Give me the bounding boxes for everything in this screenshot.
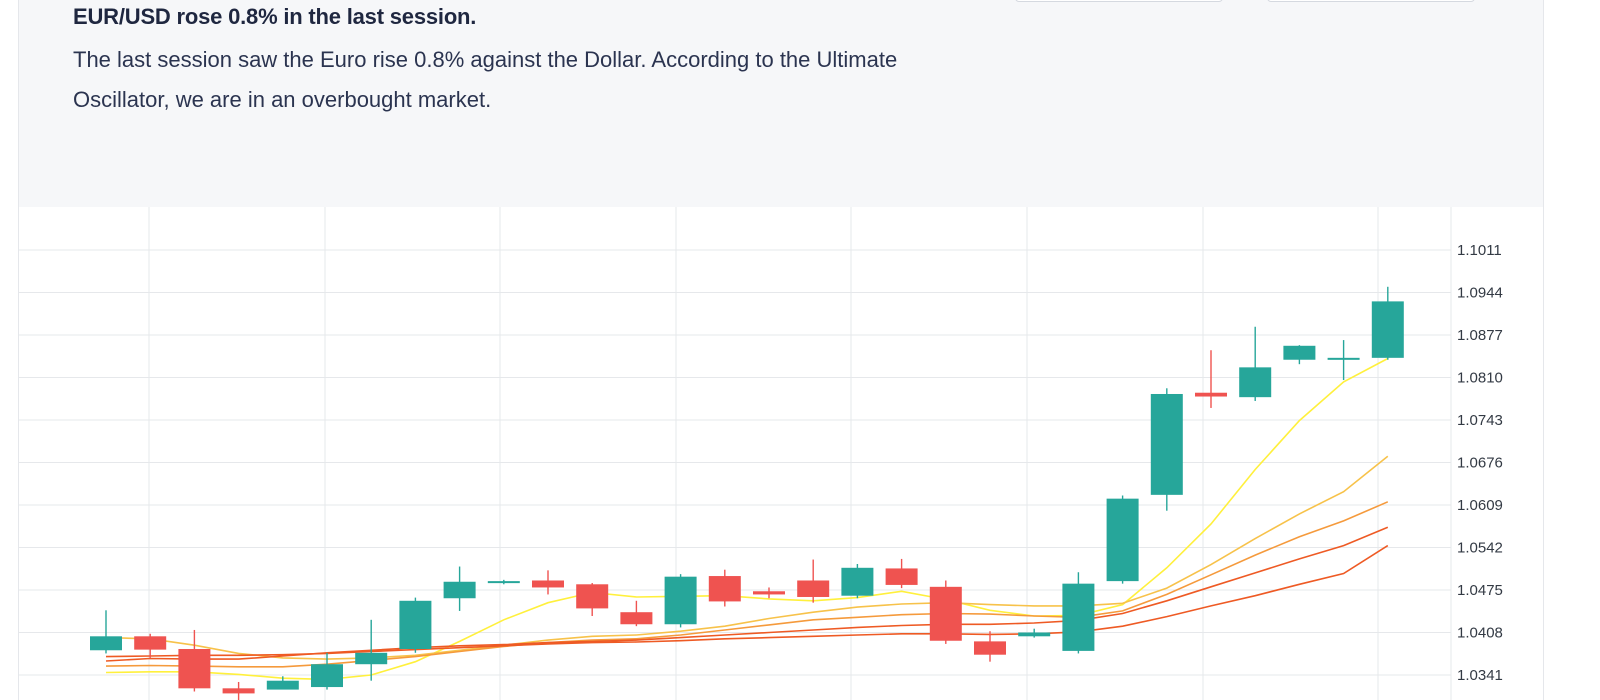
candle-body [1150,393,1183,495]
candle-body [1195,392,1227,397]
candle-body [929,586,962,641]
candle-body [620,612,653,625]
candle [620,600,653,627]
candle-body [1062,583,1095,651]
candle-body [134,636,167,650]
candle-body [1239,367,1272,398]
candle [708,569,741,607]
candle [664,574,697,628]
y-tick-label: 1.0609 [1457,497,1503,514]
candle-body [222,688,255,694]
candle-body [1283,345,1316,360]
y-tick-label: 1.1011 [1457,242,1502,259]
candle [753,587,785,599]
summary-headline: EUR/USD rose 0.8% in the last session. [73,4,477,29]
candle [1283,345,1316,365]
analysis-summary-panel: EUR/USD rose 0.8% in the last session. T… [19,0,1543,207]
candle-body [311,664,343,688]
moving-average-line-5 [105,544,1389,658]
candle-body [1106,498,1139,582]
candle-body [399,600,432,649]
moving-average-lines [105,357,1389,681]
candle [532,570,564,595]
candle [487,579,520,585]
candle [885,558,918,589]
y-tick-label: 1.0944 [1457,285,1503,302]
candle [222,681,255,700]
candle-body [576,584,609,609]
candle [1239,326,1272,401]
candle [1062,572,1095,654]
candle-body [1327,357,1360,360]
y-tick-label: 1.0475 [1457,582,1503,599]
y-tick-label: 1.0408 [1457,625,1503,642]
candle [576,583,609,617]
timeframe-button[interactable] [1015,0,1223,2]
analysis-card: EUR/USD rose 0.8% in the last session. T… [18,0,1544,700]
chart-grid [19,207,1452,700]
candle-body [708,576,741,602]
candle [1150,388,1183,511]
candle-body [1018,632,1051,637]
candle [1018,628,1051,638]
candle [974,631,1006,662]
candle-body [178,648,211,689]
candle [443,566,476,611]
candle [1327,340,1360,381]
y-tick-label: 1.0877 [1457,327,1503,344]
candle [311,652,343,690]
candle-body [1371,301,1404,358]
candle [134,633,167,658]
candle [178,629,211,692]
candle-body [90,636,122,651]
y-tick-label: 1.0676 [1457,455,1503,472]
candle [90,610,122,654]
y-axis: 1.1011 1.0944 1.0877 1.0810 1.0743 1.0676 1.06… [1457,242,1503,684]
candle [797,559,830,603]
candle [399,597,432,653]
moving-average-line-3 [105,501,1389,668]
candle-body [885,568,918,585]
chart-type-button[interactable] [1267,0,1475,2]
candle-body [443,581,476,599]
summary-description: The last session saw the Euro rise 0.8% … [73,47,898,112]
candle-body [266,680,299,690]
candle [929,580,962,644]
candle-body [532,580,564,588]
y-tick-label: 1.0743 [1457,412,1503,429]
candle [1195,350,1227,408]
y-tick-label: 1.0542 [1457,540,1503,557]
candle [1106,495,1139,584]
candles [90,286,1404,700]
candle-body [841,567,874,596]
candle-body [753,591,785,595]
candle [355,619,388,681]
moving-average-line-2 [105,455,1389,660]
candle [266,676,299,690]
candlestick-chart[interactable]: 1.1011 1.0944 1.0877 1.0810 1.0743 1.0676 1.06… [19,207,1543,700]
candle-body [487,581,520,584]
candle [1371,286,1404,360]
candle [841,563,874,599]
candle-body [355,652,388,665]
y-tick-label: 1.0341 [1457,667,1503,684]
candle-body [797,580,830,597]
y-tick-label: 1.0810 [1457,370,1503,387]
candle-body [664,576,697,625]
moving-average-line-1 [105,357,1389,681]
candle-body [974,641,1006,655]
